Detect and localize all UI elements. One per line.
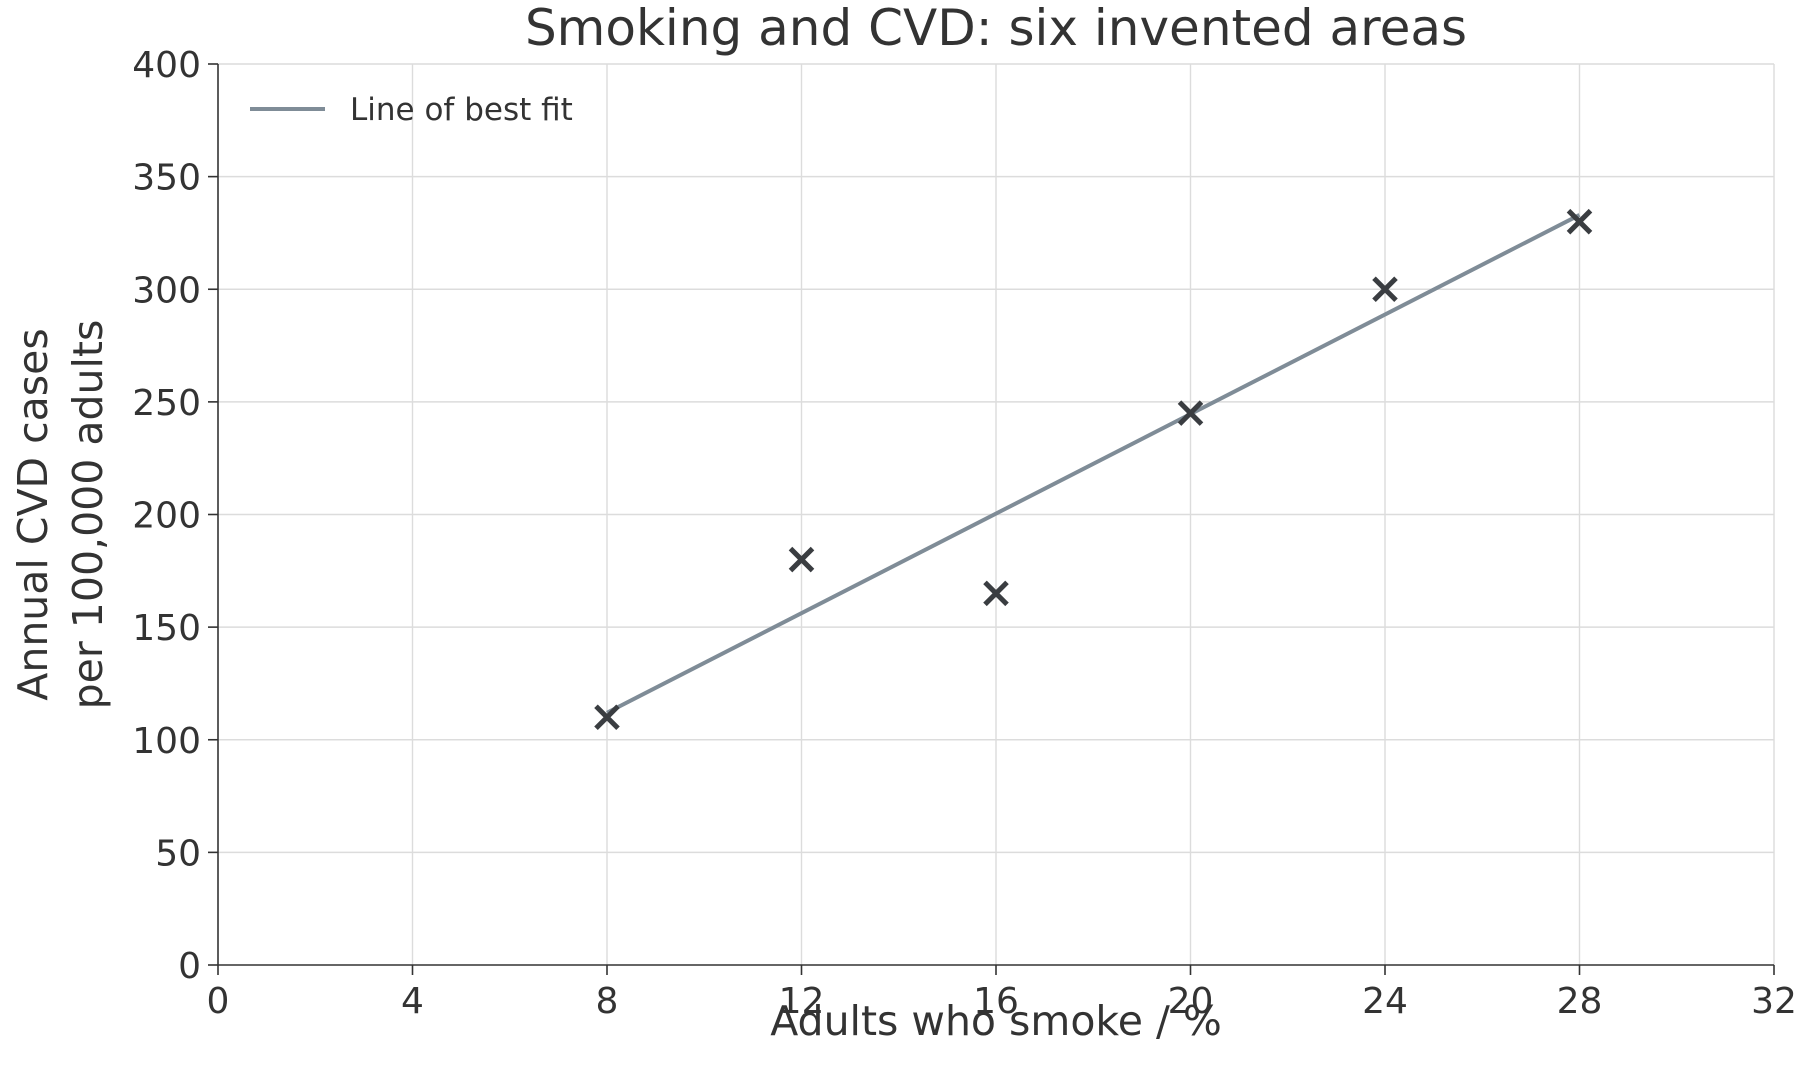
data-point-x-marker	[1372, 276, 1398, 303]
data-point-x-marker	[594, 704, 620, 730]
x-marker-stroke	[788, 546, 815, 573]
legend: Line of best fit	[250, 92, 573, 128]
x-tick-label: 28	[1557, 981, 1603, 1022]
data-point-x-marker	[1177, 400, 1204, 426]
x-tick-label: 4	[401, 981, 424, 1022]
x-tick-label: 8	[596, 981, 619, 1022]
data-point-x-marker	[788, 546, 815, 573]
legend-label: Line of best fit	[350, 92, 573, 128]
axes-layer: 0 4 8 12 16 20 24 28 32 0 50 100 150 200 250 300 350 400	[132, 45, 1797, 1022]
x-marker-stroke	[1177, 400, 1204, 426]
chart-title: Smoking and CVD: six invented areas	[525, 0, 1467, 57]
x-tick-label: 32	[1751, 981, 1797, 1022]
y-tick-label: 400	[132, 45, 201, 86]
y-tick-label: 0	[178, 946, 201, 987]
x-tick-label: 16	[973, 981, 1019, 1022]
y-tick-label: 150	[132, 608, 201, 649]
x-marker-stroke	[983, 580, 1009, 607]
x-marker-stroke	[1566, 208, 1593, 235]
line-of-best-fit	[606, 213, 1581, 715]
points-layer	[594, 208, 1593, 730]
y-axis-title-line-1: Annual CVD cases	[9, 328, 57, 700]
x-tick-label: 24	[1362, 981, 1408, 1022]
y-axis-title-line-2: per 100,000 adults	[64, 320, 112, 710]
x-marker-stroke	[594, 704, 620, 730]
x-axis-title: Adults who smoke / %	[770, 997, 1222, 1045]
y-tick-label: 200	[132, 496, 201, 537]
y-tick-label: 300	[132, 270, 201, 311]
x-tick-label: 20	[1168, 981, 1214, 1022]
x-marker-stroke	[1372, 276, 1398, 303]
y-tick-label: 350	[132, 158, 201, 199]
x-tick-label: 0	[207, 981, 230, 1022]
y-tick-label: 50	[155, 833, 201, 874]
x-tick-label: 12	[779, 981, 825, 1022]
data-point-x-marker	[983, 580, 1009, 607]
y-tick-label: 250	[132, 383, 201, 424]
data-point-x-marker	[1566, 208, 1593, 235]
grid-layer	[218, 63, 1775, 965]
y-tick-label: 100	[132, 721, 201, 762]
fit-line-layer	[606, 213, 1581, 715]
